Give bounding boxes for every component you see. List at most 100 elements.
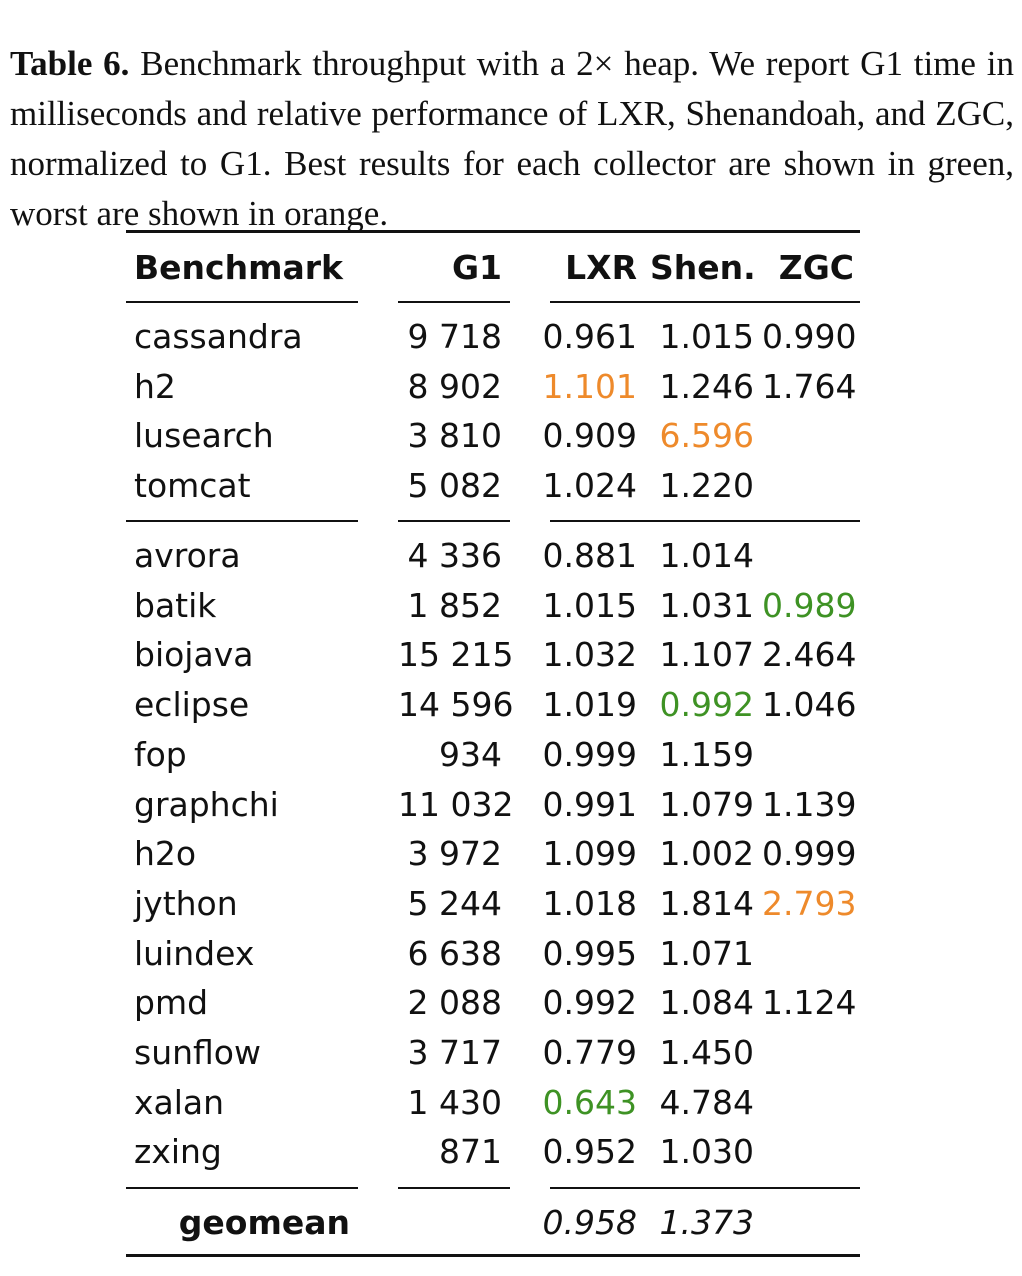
cell-shen: 1.030 [659,1132,754,1172]
cell-benchmark: xalan [134,1082,225,1122]
cell-g1: 3 717 [407,1033,502,1072]
cell-zgc [762,461,854,511]
cell-benchmark: pmd [134,983,209,1023]
cell-benchmark: fop [134,734,187,774]
cell-lxr: 0.995 [542,933,637,973]
cell-zgc: 0.989 [762,585,857,625]
cell-g1: 14 596 [398,685,514,725]
cell-shen: 1.084 [659,983,754,1023]
cell-lxr: 0.999 [542,734,637,774]
cell-shen: 1.450 [659,1033,754,1072]
cell-shen: 1.002 [659,834,754,874]
cell-g1: 1 430 [407,1082,502,1122]
cell-lxr: 0.881 [542,536,637,575]
table-caption: Table 6. Benchmark throughput with a 2× … [10,39,1014,239]
cell-shen: 1.071 [659,933,754,973]
cell-lxr: 0.909 [542,416,637,456]
column-rule [550,1187,860,1189]
cell-benchmark: luindex [134,933,255,973]
cell-shen: 1.246 [659,366,754,406]
cell-zgc [762,531,854,581]
cell-shen: 1.107 [659,635,754,675]
cell-shen: 1.079 [659,784,754,824]
cell-zgc [762,1127,854,1177]
column-rule [550,301,860,303]
cell-benchmark: jython [134,883,238,923]
cell-benchmark: lusearch [134,416,274,456]
cell-benchmark: tomcat [134,466,251,506]
column-rule [126,520,358,522]
cell-g1: 6 638 [407,933,502,973]
cell-shen: 4.784 [659,1082,754,1122]
cell-g1: 15 215 [398,635,514,675]
cell-zgc: 2.464 [762,635,857,675]
cell-benchmark: h2 [134,366,176,406]
cell-zgc: 0.999 [762,834,857,874]
cell-zgc [762,1078,854,1128]
cell-shen: 1.814 [659,883,754,923]
cell-lxr: 1.101 [542,366,637,406]
geomean-lxr: 0.958 [542,1203,637,1242]
cell-lxr: 1.019 [542,685,637,725]
cell-g1: 3 810 [407,416,502,456]
cell-zgc: 1.764 [762,366,857,406]
header-lxr: LXR [565,248,637,287]
cell-zgc [762,730,854,780]
cell-g1: 1 852 [407,585,502,625]
header-shen: Shen. [650,248,756,287]
cell-lxr: 0.961 [542,317,637,356]
cell-g1: 3 972 [407,834,502,874]
bottom-rule [126,1254,860,1257]
cell-g1: 5 082 [407,466,502,506]
cell-lxr: 0.643 [542,1082,637,1122]
cell-benchmark: avrora [134,536,241,575]
cell-lxr: 0.952 [542,1132,637,1172]
cell-lxr: 0.992 [542,983,637,1023]
cell-zgc: 1.124 [762,983,857,1023]
column-rule [550,520,860,522]
cell-zgc [762,1028,854,1078]
cell-zgc: 2.793 [762,883,857,923]
geomean-g1 [398,1198,502,1248]
top-rule [126,230,860,233]
cell-g1: 8 902 [407,366,502,406]
cell-g1: 5 244 [407,883,502,923]
cell-lxr: 1.099 [542,834,637,874]
geomean-label: geomean [178,1203,350,1242]
cell-lxr: 0.779 [542,1033,637,1072]
cell-shen: 1.015 [659,317,754,356]
cell-zgc: 1.139 [762,784,857,824]
cell-zgc [762,929,854,979]
column-rule [398,520,510,522]
header-benchmark: Benchmark [134,248,343,287]
cell-benchmark: batik [134,585,217,625]
geomean-zgc [762,1198,854,1248]
cell-benchmark: biojava [134,635,254,675]
cell-zgc: 1.046 [762,685,857,725]
cell-benchmark: graphchi [134,784,279,824]
caption-text: Benchmark throughput with a 2× heap. We … [10,44,1014,233]
cell-lxr: 1.018 [542,883,637,923]
column-rule [398,1187,510,1189]
cell-g1: 4 336 [407,536,502,575]
column-rule [398,301,510,303]
header-g1: G1 [451,248,502,287]
cell-shen: 6.596 [659,416,754,456]
column-rule [126,1187,358,1189]
cell-g1: 11 032 [398,784,514,824]
cell-g1: 871 [439,1132,502,1172]
cell-shen: 0.992 [659,685,754,725]
cell-benchmark: eclipse [134,685,250,725]
cell-benchmark: sunflow [134,1033,261,1072]
cell-g1: 9 718 [407,317,502,356]
cell-shen: 1.220 [659,466,754,506]
cell-lxr: 0.991 [542,784,637,824]
cell-benchmark: h2o [134,834,197,874]
cell-g1: 934 [439,734,502,774]
cell-benchmark: zxing [134,1132,222,1172]
cell-benchmark: cassandra [134,317,303,356]
caption-label: Table 6. [10,44,130,83]
cell-zgc [762,411,854,461]
cell-g1: 2 088 [407,983,502,1023]
